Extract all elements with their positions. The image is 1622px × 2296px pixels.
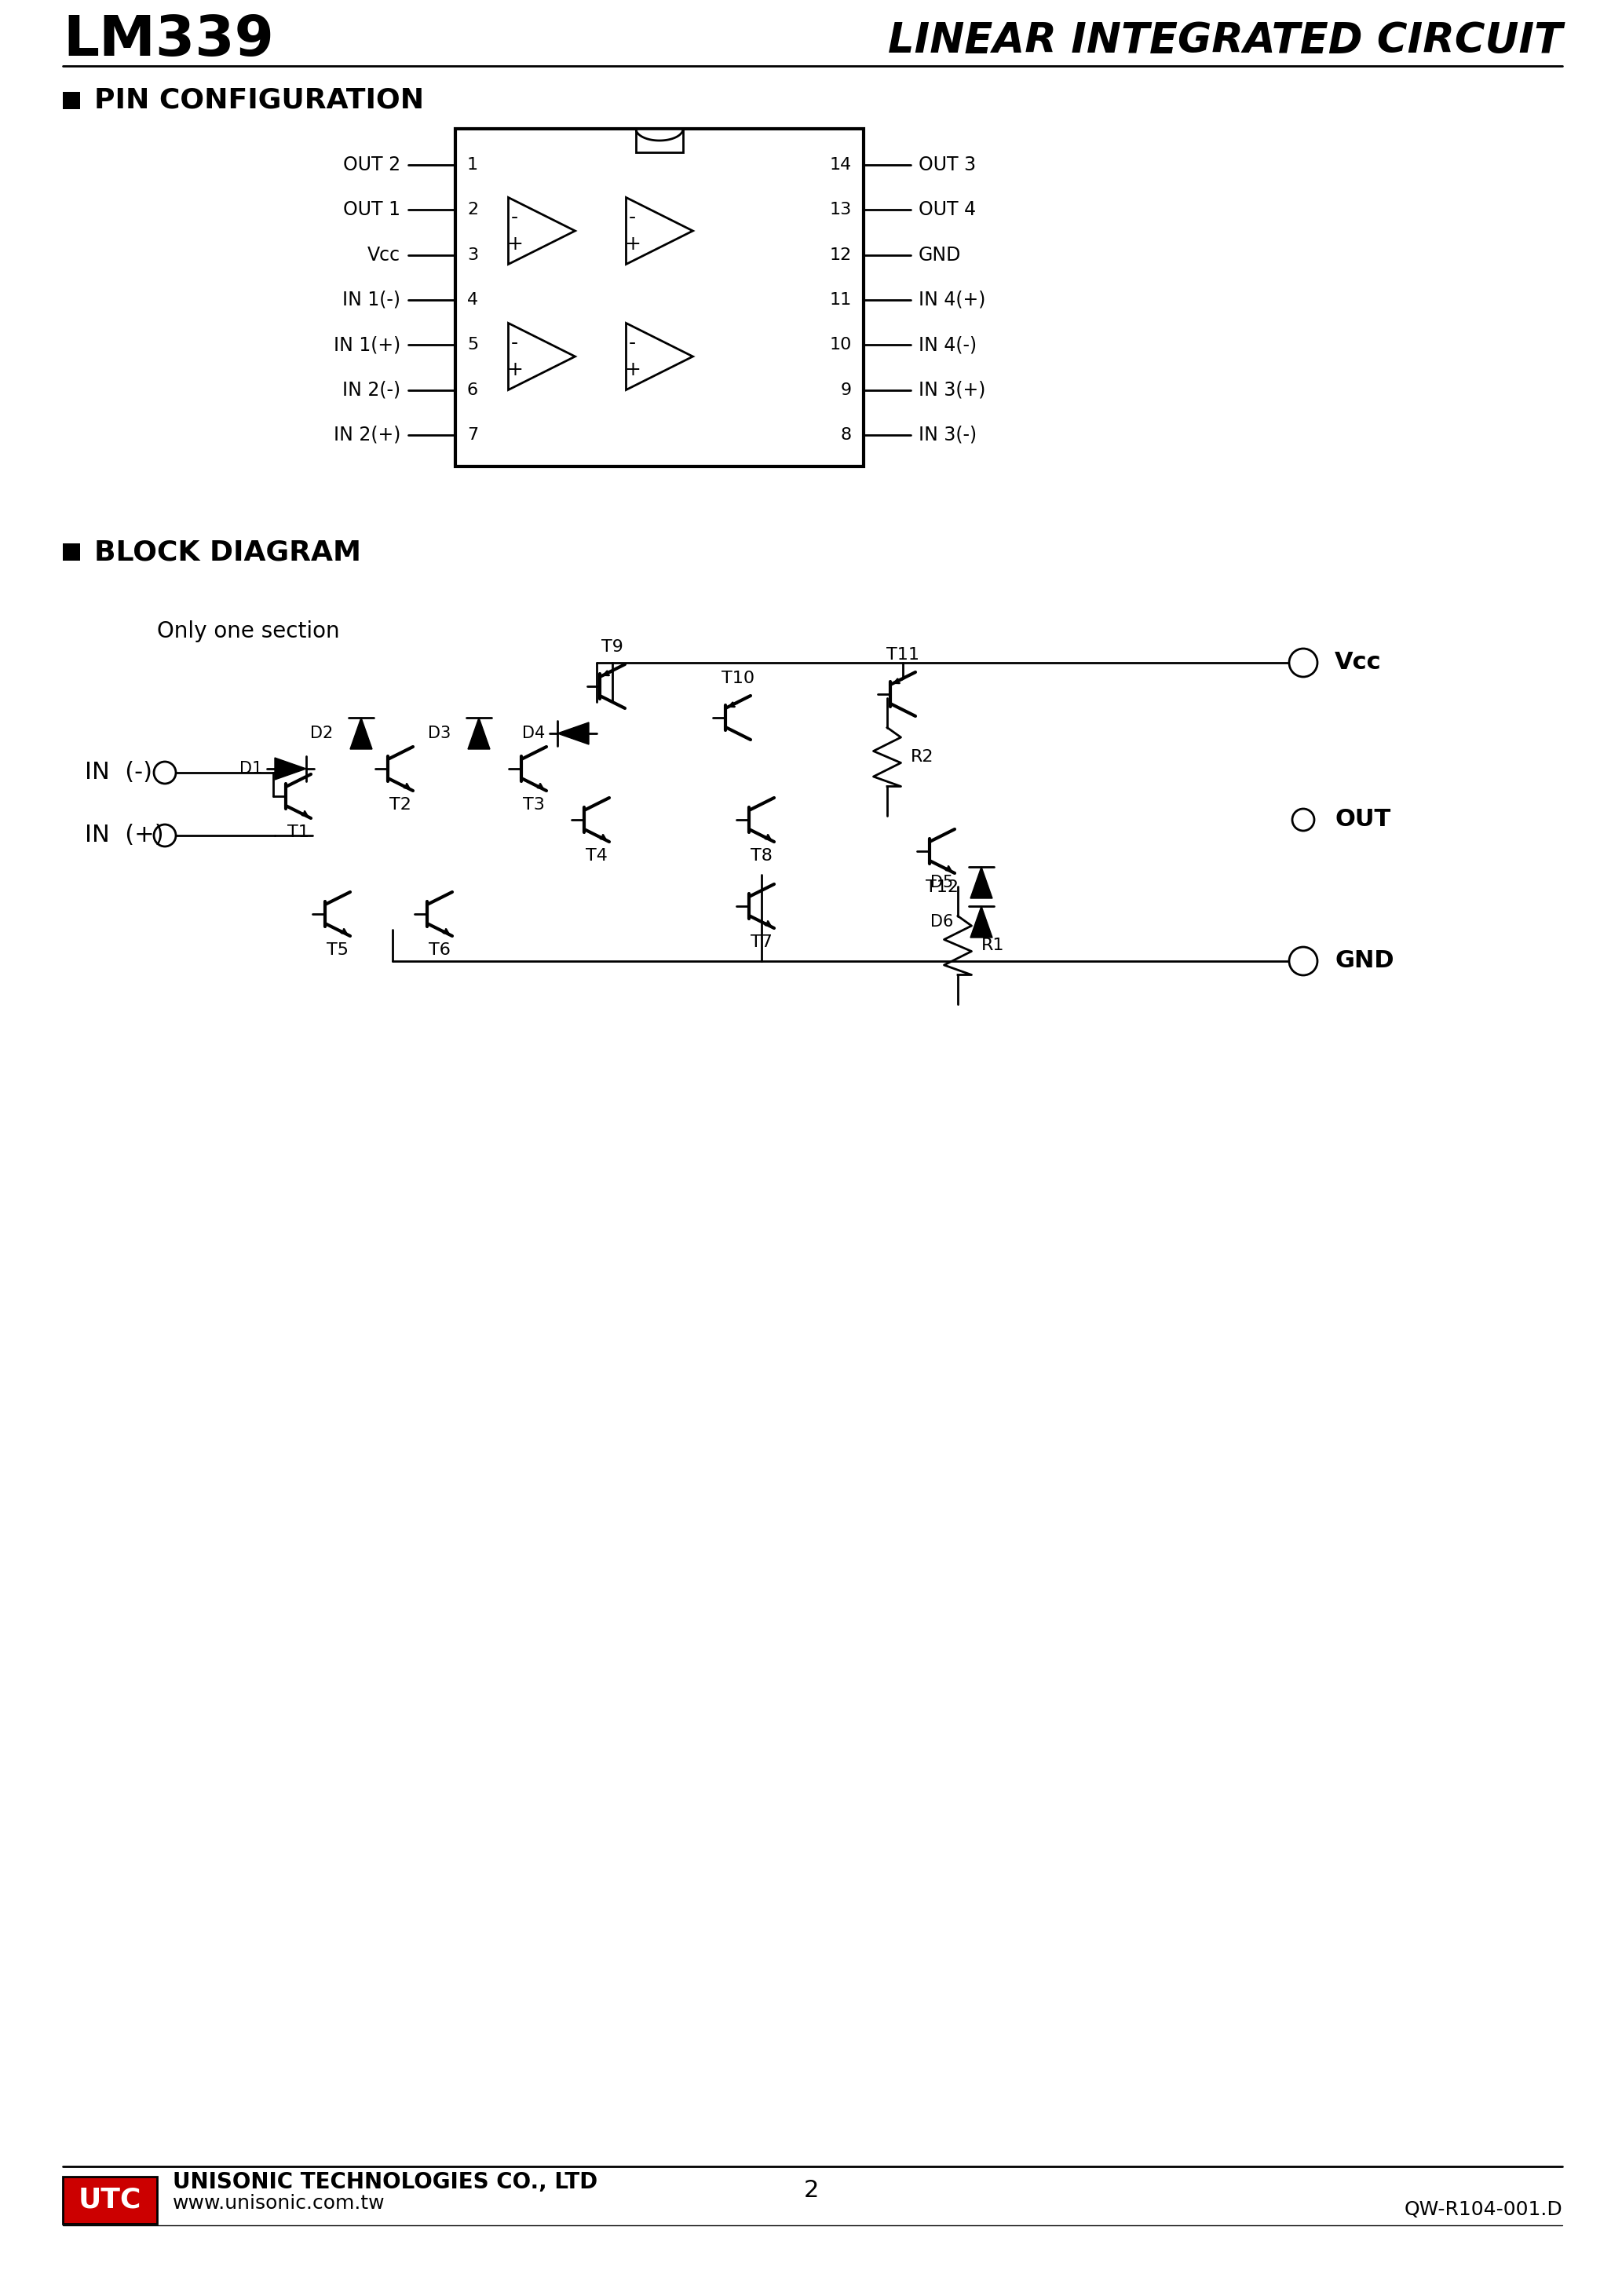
Text: D4: D4 <box>522 726 545 742</box>
Text: +: + <box>624 234 641 253</box>
Text: QW-R104-001.D: QW-R104-001.D <box>1405 2200 1562 2218</box>
Polygon shape <box>274 758 307 781</box>
Text: T10: T10 <box>722 670 754 687</box>
Text: 5: 5 <box>467 338 478 354</box>
Text: OUT 2: OUT 2 <box>342 156 401 174</box>
Text: +: + <box>624 360 641 379</box>
Text: -: - <box>629 333 636 354</box>
Polygon shape <box>467 719 490 748</box>
Text: 14: 14 <box>829 156 852 172</box>
Bar <box>456 129 863 466</box>
Bar <box>63 544 79 560</box>
Text: IN 3(+): IN 3(+) <box>918 381 986 400</box>
Polygon shape <box>970 868 993 898</box>
Text: 8: 8 <box>840 427 852 443</box>
Text: D3: D3 <box>428 726 451 742</box>
Text: GND: GND <box>1335 951 1393 974</box>
Text: IN 2(+): IN 2(+) <box>334 425 401 445</box>
Text: IN 1(-): IN 1(-) <box>342 289 401 310</box>
Bar <box>636 129 683 152</box>
Bar <box>63 2177 157 2225</box>
Text: 1: 1 <box>467 156 478 172</box>
Text: IN 1(+): IN 1(+) <box>334 335 401 354</box>
Text: 13: 13 <box>829 202 852 218</box>
Text: OUT 3: OUT 3 <box>918 156 976 174</box>
Text: 6: 6 <box>467 381 478 397</box>
Text: BLOCK DIAGRAM: BLOCK DIAGRAM <box>94 540 362 565</box>
Text: OUT 4: OUT 4 <box>918 200 976 218</box>
Bar <box>63 92 79 110</box>
Text: T6: T6 <box>428 941 451 957</box>
Text: OUT: OUT <box>1335 808 1390 831</box>
Text: R2: R2 <box>910 748 934 765</box>
Polygon shape <box>558 723 589 744</box>
Text: PIN CONFIGURATION: PIN CONFIGURATION <box>94 87 423 115</box>
Text: D5: D5 <box>929 875 954 891</box>
Text: IN  (-): IN (-) <box>84 762 152 783</box>
Text: OUT 1: OUT 1 <box>344 200 401 218</box>
Text: 7: 7 <box>467 427 478 443</box>
Text: D2: D2 <box>310 726 333 742</box>
Text: 9: 9 <box>840 381 852 397</box>
Text: T1: T1 <box>287 824 310 840</box>
Text: -: - <box>511 333 517 354</box>
Polygon shape <box>350 719 371 748</box>
Text: R1: R1 <box>981 937 1004 953</box>
Text: T8: T8 <box>751 847 772 863</box>
Text: IN  (+): IN (+) <box>84 824 164 847</box>
Text: T5: T5 <box>326 941 349 957</box>
Text: T11: T11 <box>886 647 920 664</box>
Text: IN 4(-): IN 4(-) <box>918 335 976 354</box>
Text: IN 4(+): IN 4(+) <box>918 289 986 310</box>
Text: LM339: LM339 <box>63 14 274 69</box>
Text: 11: 11 <box>829 292 852 308</box>
Text: Vcc: Vcc <box>367 246 401 264</box>
Text: -: - <box>511 209 517 227</box>
Text: -: - <box>629 209 636 227</box>
Text: Vcc: Vcc <box>1335 652 1382 675</box>
Text: UTC: UTC <box>78 2186 141 2213</box>
Text: +: + <box>506 234 522 253</box>
Polygon shape <box>970 907 993 937</box>
Text: D1: D1 <box>240 760 263 776</box>
Text: Only one section: Only one section <box>157 620 339 643</box>
Text: www.unisonic.com.tw: www.unisonic.com.tw <box>172 2195 384 2213</box>
Text: T4: T4 <box>586 847 608 863</box>
Text: T12: T12 <box>926 879 959 895</box>
Text: LINEAR INTEGRATED CIRCUIT: LINEAR INTEGRATED CIRCUIT <box>887 21 1562 62</box>
Text: T9: T9 <box>602 638 623 654</box>
Text: 4: 4 <box>467 292 478 308</box>
Text: 2: 2 <box>803 2179 819 2202</box>
Text: GND: GND <box>918 246 962 264</box>
Text: +: + <box>506 360 522 379</box>
Text: D6: D6 <box>929 914 954 930</box>
Text: 12: 12 <box>829 248 852 262</box>
Text: IN 2(-): IN 2(-) <box>342 381 401 400</box>
Text: T7: T7 <box>751 934 772 951</box>
Text: 2: 2 <box>467 202 478 218</box>
Text: T2: T2 <box>389 797 412 813</box>
Text: 10: 10 <box>829 338 852 354</box>
Text: IN 3(-): IN 3(-) <box>918 425 976 445</box>
Text: 3: 3 <box>467 248 478 262</box>
Text: UNISONIC TECHNOLOGIES CO., LTD: UNISONIC TECHNOLOGIES CO., LTD <box>172 2172 597 2193</box>
Text: T3: T3 <box>522 797 545 813</box>
